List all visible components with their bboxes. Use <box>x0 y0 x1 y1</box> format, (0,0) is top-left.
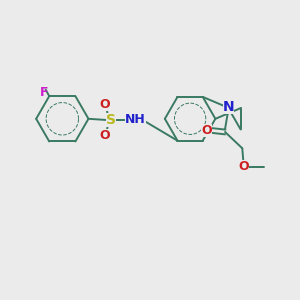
Text: O: O <box>201 124 212 137</box>
Text: NH: NH <box>125 113 146 126</box>
Text: S: S <box>106 113 116 127</box>
Text: O: O <box>100 98 110 111</box>
Text: O: O <box>100 129 110 142</box>
Text: N: N <box>223 100 234 114</box>
Text: O: O <box>238 160 249 173</box>
Text: F: F <box>40 86 48 99</box>
